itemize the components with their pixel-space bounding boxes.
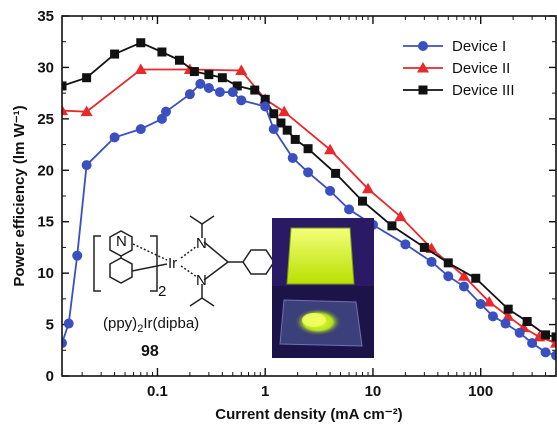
data-point — [459, 282, 469, 292]
nitrogen-atom-label-top: N — [196, 235, 207, 252]
data-point — [228, 87, 238, 97]
data-point — [64, 319, 74, 329]
data-point — [161, 107, 171, 117]
legend-label: Device II — [452, 60, 510, 77]
data-point — [136, 124, 146, 134]
y-tick-label: 0 — [46, 368, 54, 385]
data-point — [215, 87, 225, 97]
data-point — [218, 73, 227, 82]
data-point — [269, 124, 279, 134]
data-point — [190, 67, 199, 76]
y-tick-label: 30 — [37, 59, 54, 76]
data-point — [288, 153, 298, 163]
data-point — [304, 144, 313, 153]
data-point — [110, 132, 120, 142]
data-point — [269, 109, 278, 118]
data-point — [250, 86, 259, 95]
x-tick-label: 100 — [468, 383, 493, 400]
data-point — [420, 243, 429, 252]
data-point — [527, 338, 537, 348]
data-point — [523, 317, 532, 326]
data-point — [185, 89, 195, 99]
data-point — [387, 221, 396, 230]
x-axis-title: Current density (mA cm⁻²) — [215, 406, 402, 423]
nitrogen-atom-label-pyridine: N — [116, 233, 127, 250]
data-point — [325, 186, 335, 196]
data-point — [204, 70, 213, 79]
data-point — [501, 319, 511, 329]
data-point — [82, 160, 92, 170]
data-point — [400, 239, 410, 249]
data-point — [358, 197, 367, 206]
data-point — [303, 167, 313, 177]
data-point — [236, 95, 246, 105]
x-tick-label: 10 — [365, 383, 382, 400]
data-point — [291, 135, 300, 144]
nitrogen-atom-label-bottom: N — [196, 272, 207, 289]
y-tick-label: 20 — [37, 162, 54, 179]
data-point — [427, 257, 437, 267]
legend-marker — [419, 86, 428, 95]
data-point — [504, 305, 513, 314]
data-point — [471, 274, 480, 283]
y-tick-label: 35 — [37, 8, 54, 25]
data-point — [444, 258, 453, 267]
data-point — [175, 56, 184, 65]
device-photo-inset — [272, 218, 374, 358]
data-point — [72, 251, 82, 261]
data-point — [110, 50, 119, 59]
data-point — [195, 79, 205, 89]
data-point — [541, 330, 550, 339]
y-tick-label: 5 — [46, 317, 54, 334]
data-point — [488, 311, 498, 321]
y-axis-title: Power efficiency (lm W⁻¹) — [11, 105, 28, 286]
data-point — [260, 102, 270, 112]
legend-marker — [418, 41, 428, 51]
data-point — [331, 169, 340, 178]
y-tick-label: 15 — [37, 214, 54, 231]
y-tick-label: 10 — [37, 265, 54, 282]
data-point — [82, 73, 91, 82]
bracket-subscript: 2 — [158, 283, 166, 300]
y-tick-label: 25 — [37, 111, 54, 128]
data-point — [283, 126, 292, 135]
data-point — [515, 328, 525, 338]
data-point — [204, 83, 214, 93]
legend-label: Device III — [452, 82, 515, 99]
iridium-atom-label: Ir — [168, 255, 177, 272]
x-tick-label: 1 — [261, 383, 269, 400]
data-point — [476, 299, 486, 309]
data-point — [136, 38, 145, 47]
data-point — [443, 271, 453, 281]
fluorescent-film — [287, 228, 354, 284]
data-point — [541, 347, 551, 357]
legend-label: Device I — [452, 38, 506, 55]
compound-number: 98 — [141, 343, 159, 360]
data-point — [157, 48, 166, 57]
legend: Device I Device II Device III — [403, 38, 515, 99]
data-point — [344, 204, 354, 214]
x-tick-label: 0.1 — [147, 383, 168, 400]
